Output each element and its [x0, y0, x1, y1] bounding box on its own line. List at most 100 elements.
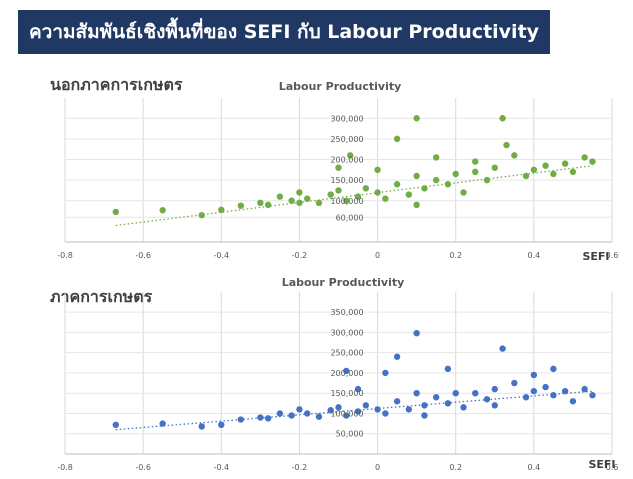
data-point — [483, 176, 491, 184]
data-point — [382, 195, 389, 202]
data-point — [347, 152, 354, 159]
y-tick-label: 300,000 — [330, 114, 363, 123]
data-point — [315, 413, 323, 420]
data-point — [335, 164, 342, 171]
data-point — [522, 394, 530, 401]
data-point — [112, 421, 119, 429]
data-point — [581, 385, 588, 393]
data-point — [405, 406, 413, 413]
x-tick-label: 0.6 — [606, 251, 619, 260]
scatter-chart-agri: 50,000 100,000 150,000 200,000 250,000 300,00… — [57, 276, 618, 472]
data-point — [550, 392, 557, 399]
data-point — [382, 410, 389, 417]
data-point — [343, 412, 350, 419]
data-point — [460, 189, 467, 196]
x-tick-label: 0.4 — [527, 463, 540, 472]
y-tick-label: 350,000 — [330, 308, 363, 317]
data-point — [413, 115, 420, 122]
data-point — [354, 385, 362, 393]
data-point — [472, 168, 479, 176]
data-point — [276, 193, 284, 200]
data-point — [413, 329, 420, 337]
data-point — [343, 367, 350, 375]
data-point — [237, 202, 245, 209]
x-tick-label: 0.2 — [449, 251, 462, 260]
section-label-nonagri: นอกภาคการเกษตร — [50, 75, 183, 94]
y-tick-label: 100,000 — [330, 409, 363, 418]
y-tick-label: 60,000 — [336, 213, 364, 222]
data-point — [460, 404, 467, 411]
data-point — [589, 392, 596, 399]
data-point — [452, 170, 459, 178]
data-point — [413, 172, 420, 180]
data-point — [421, 402, 428, 409]
y-tick-label: 300,000 — [330, 328, 363, 337]
data-point — [522, 172, 530, 180]
data-point — [335, 404, 342, 411]
data-point — [421, 412, 428, 419]
data-point — [362, 185, 370, 192]
data-point — [511, 379, 518, 387]
data-point — [257, 199, 264, 207]
data-point — [393, 181, 401, 188]
x-tick-label: -0.4 — [213, 251, 229, 260]
data-point — [444, 181, 452, 188]
data-point — [444, 365, 452, 373]
data-point — [432, 176, 440, 184]
x-tick-label: -0.6 — [135, 463, 151, 472]
data-point — [112, 208, 119, 216]
data-point — [530, 166, 538, 174]
x-tick-label: 0 — [375, 463, 380, 472]
x-tick-label: 0 — [375, 251, 380, 260]
x-axis-label: SEFI — [588, 458, 615, 471]
data-point — [405, 191, 413, 198]
data-point — [561, 160, 569, 167]
data-point — [264, 415, 272, 422]
y-tick-label: 200,000 — [330, 156, 363, 165]
x-axis-label: SEFI — [582, 250, 609, 263]
x-tick-label: 0.2 — [449, 463, 462, 472]
data-point — [374, 189, 381, 196]
data-point — [393, 353, 401, 360]
data-point — [304, 410, 311, 417]
chart-title: Labour Productivity — [282, 276, 405, 289]
page-title: ความสัมพันธ์เชิงพื้นที่ของ SEFI กับ Labo… — [28, 21, 540, 43]
scatter-chart-nonagri: 60,000 100,000 150,000 200,000 250,000 300,00… — [57, 80, 619, 263]
data-point — [264, 201, 272, 209]
data-point — [382, 369, 389, 377]
y-tick-label: 250,000 — [330, 135, 363, 144]
data-point — [393, 135, 401, 143]
data-point — [511, 152, 518, 159]
data-point — [276, 410, 284, 417]
data-point — [432, 154, 440, 161]
y-tick-label: 100,000 — [330, 197, 363, 206]
data-point — [589, 158, 596, 165]
y-tick-label: 250,000 — [330, 349, 363, 358]
data-point — [472, 389, 479, 397]
data-point — [491, 402, 498, 409]
data-point — [550, 170, 557, 178]
data-point — [452, 389, 459, 397]
data-point — [159, 207, 166, 214]
y-tick-label: 200,000 — [330, 369, 363, 378]
data-point — [569, 168, 577, 176]
y-tick-label: 50,000 — [336, 430, 364, 439]
y-tick-label: 150,000 — [330, 176, 363, 185]
data-point — [542, 162, 549, 169]
data-point — [296, 406, 303, 413]
data-point — [581, 154, 588, 161]
data-point — [218, 421, 225, 429]
data-point — [530, 387, 538, 395]
data-point — [198, 211, 205, 219]
data-point — [472, 158, 479, 165]
y-tick-label: 150,000 — [330, 389, 363, 398]
data-point — [304, 195, 311, 202]
x-tick-label: -0.8 — [57, 251, 73, 260]
data-point — [413, 389, 420, 397]
data-point — [503, 141, 510, 149]
data-point — [296, 189, 303, 196]
x-tick-label: -0.4 — [213, 463, 229, 472]
x-tick-label: -0.6 — [135, 251, 151, 260]
data-point — [315, 199, 323, 207]
trendline — [115, 165, 593, 227]
